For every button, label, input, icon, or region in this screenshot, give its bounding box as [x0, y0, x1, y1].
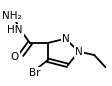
Text: N: N — [62, 34, 69, 44]
Text: Br: Br — [29, 68, 40, 78]
Text: O: O — [11, 52, 19, 62]
Text: HN: HN — [7, 25, 23, 35]
Text: NH₂: NH₂ — [2, 11, 22, 21]
Text: N: N — [75, 47, 83, 57]
